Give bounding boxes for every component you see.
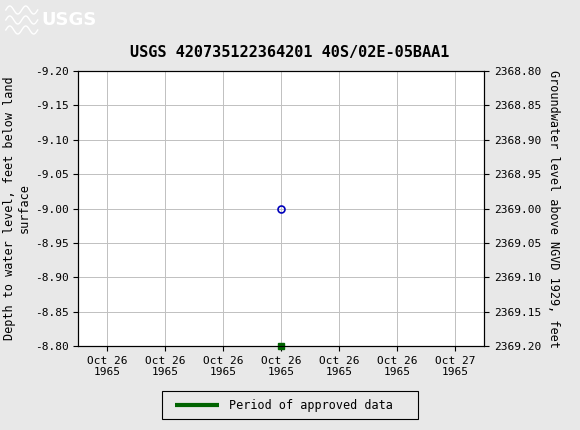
Text: Period of approved data: Period of approved data — [229, 399, 393, 412]
Y-axis label: Groundwater level above NGVD 1929, feet: Groundwater level above NGVD 1929, feet — [547, 70, 560, 347]
Text: USGS: USGS — [42, 11, 97, 29]
Text: USGS 420735122364201 40S/02E-05BAA1: USGS 420735122364201 40S/02E-05BAA1 — [130, 45, 450, 60]
Y-axis label: Depth to water level, feet below land
surface: Depth to water level, feet below land su… — [3, 77, 31, 341]
